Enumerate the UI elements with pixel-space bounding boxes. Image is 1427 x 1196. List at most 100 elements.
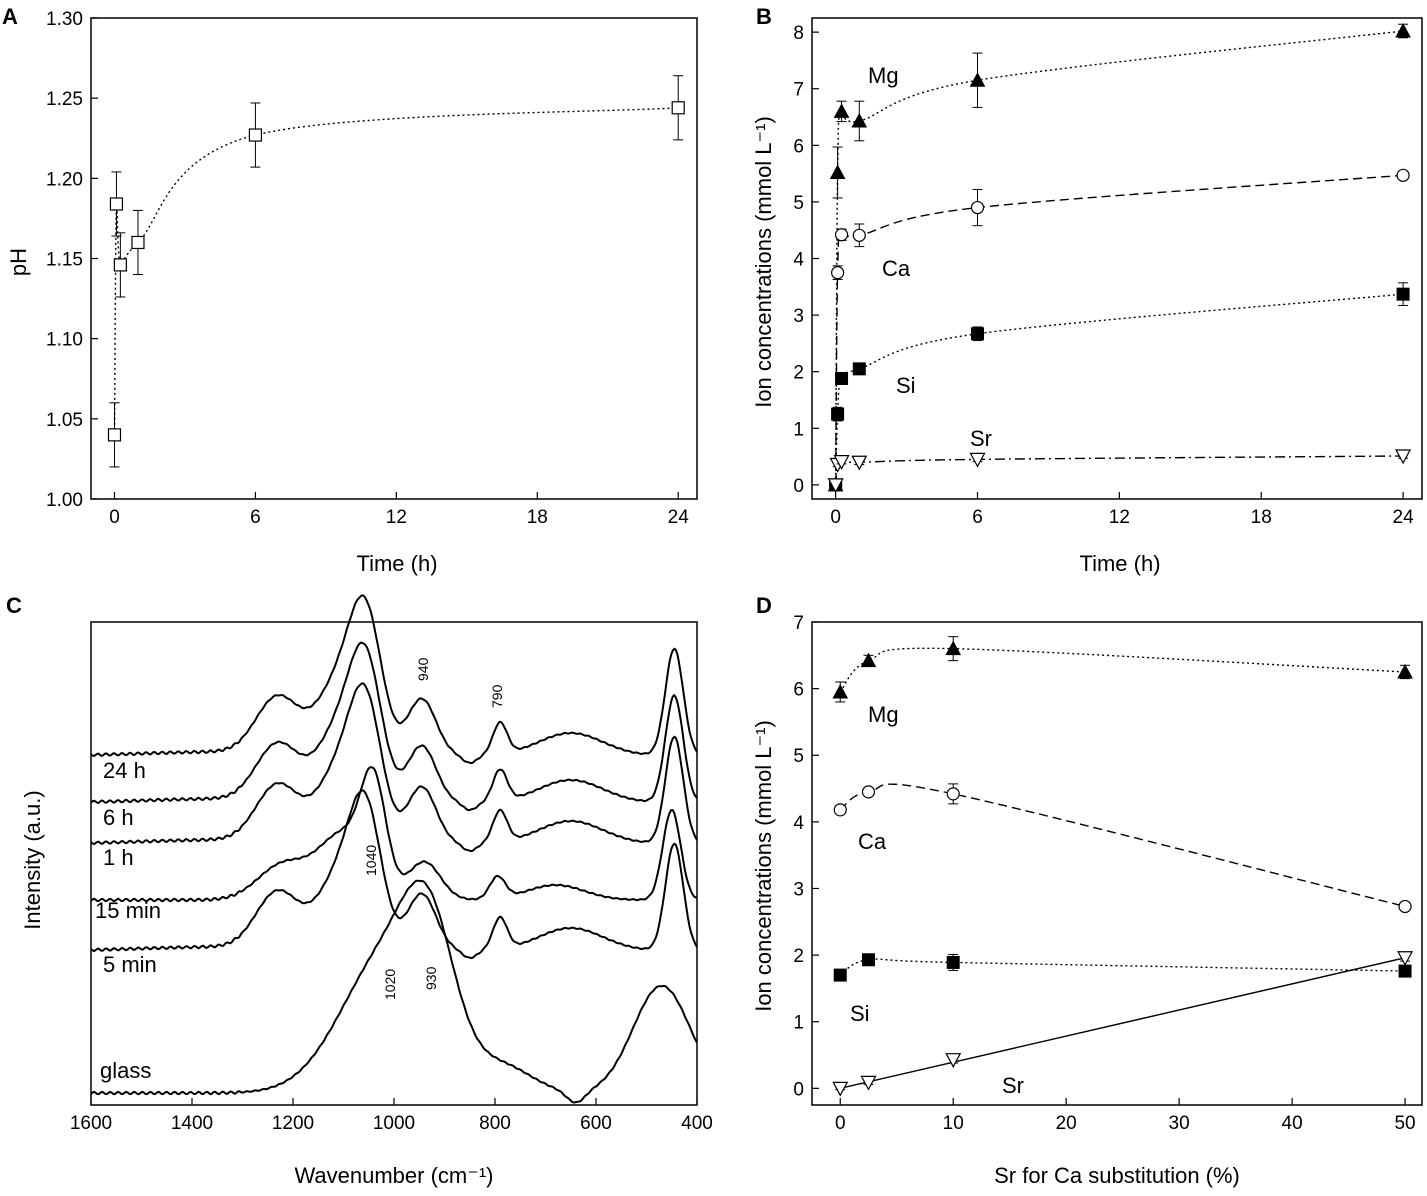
panel-b-ytick-label: 1 (793, 419, 804, 440)
panel-c-xtick-label: 1200 (272, 1113, 314, 1134)
panel-d-ytick-label: 0 (793, 1079, 804, 1100)
panel-b-ca-point (831, 266, 845, 280)
panel-a-plot: 0 6 12 18 24 1.00 1.05 1.10 1.15 1.20 1.25 1.30 (46, 9, 689, 528)
panel-d-mg-point (1397, 663, 1413, 679)
spectrum-1h-line (90, 682, 698, 853)
panel-d-si-point (1398, 964, 1412, 978)
panel-d-si-fit-line (839, 958, 1406, 976)
panel-a-xtick-label: 0 (109, 507, 120, 528)
panel-a-ytick-label: 1.30 (46, 9, 83, 30)
panel-d-mg-point (945, 640, 962, 656)
peak-label-1040: 1040 (363, 845, 379, 876)
peak-label-930: 930 (423, 966, 439, 990)
panel-b-xtick-label: 24 (1393, 507, 1415, 528)
panel-a-ph-point (109, 197, 124, 211)
panel-d-mg-point (860, 652, 877, 668)
panel-b-sr-point (1395, 449, 1412, 465)
spectrum-label-24h: 24 h (103, 758, 146, 783)
panel-b-ytick-label: 7 (793, 80, 804, 101)
panel-a-letter: A (2, 4, 18, 29)
panel-b-si-point (971, 327, 985, 341)
panel-b-sr-point (969, 452, 986, 468)
panel-c-xtick-label: 1600 (70, 1113, 112, 1134)
panel-d-si-point (946, 955, 960, 969)
panel-b-si-point (835, 371, 849, 385)
spectrum-24h-line (90, 594, 698, 765)
panel-b-si-point (831, 407, 845, 421)
peak-label-1020: 1020 (382, 969, 398, 1000)
panel-b-ytick-label: 6 (793, 136, 804, 157)
panel-d-mg-point (832, 683, 849, 699)
panel-b-letter: B (756, 4, 772, 29)
panel-b-mg-point (833, 103, 850, 118)
panel-b-label-sr: Sr (970, 426, 992, 451)
panel-a-ph-point (113, 258, 127, 272)
panel-d-xlabel: Sr for Ca substitution (%) (994, 1163, 1240, 1188)
panel-a-ph-point (131, 235, 145, 250)
panel-b-mg-point (1395, 22, 1411, 38)
panel-d-ca-point (1398, 899, 1412, 914)
panel-a-ylabel: pH (6, 248, 31, 276)
panel-d-ca-point (861, 785, 876, 799)
panel-c-xtick-label: 1400 (171, 1113, 213, 1134)
panel-d-frame (811, 621, 1423, 1106)
panel-b-ca-point (852, 228, 866, 242)
peak-label-790: 790 (489, 684, 505, 708)
panel-d-ytick-label: 5 (793, 746, 804, 767)
panel-b-ca-point (834, 228, 849, 242)
spectrum-label-5min: 5 min (103, 952, 157, 977)
panel-b-ytick-label: 5 (793, 193, 804, 214)
panel-d-label-mg: Mg (868, 702, 899, 727)
panel-c-letter: C (6, 593, 22, 618)
panel-d-xtick-label: 0 (835, 1113, 846, 1134)
panel-b-xtick-label: 12 (1109, 507, 1130, 528)
panel-c-frame (90, 621, 698, 1106)
panel-b-ca-point (970, 200, 985, 215)
panel-b-sr-point (851, 455, 868, 471)
panel-b-ytick-label: 3 (793, 306, 804, 327)
panel-d-ytick-label: 4 (793, 813, 804, 834)
panel-b-label-mg: Mg (868, 63, 899, 88)
panel-d-ytick-label: 1 (793, 1013, 804, 1034)
panel-a-ytick-label: 1.00 (46, 490, 83, 511)
panel-a-ytick-label: 1.15 (46, 250, 83, 271)
panel-d-sr-fit-line (840, 957, 1406, 1090)
panel-a-ph-point (248, 128, 263, 142)
spectrum-label-1h: 1 h (103, 845, 134, 870)
panel-b-mg-point (969, 72, 986, 87)
panel-d-ca-fit-line (839, 783, 1406, 908)
panel-a-ph-point (107, 428, 122, 442)
panel-b-ytick-label: 2 (793, 363, 804, 384)
panel-b-xtick-label: 0 (830, 507, 841, 528)
panel-d-si-point (833, 968, 847, 982)
panel-c-xtick-label: 800 (479, 1113, 511, 1134)
spectrum-label-15min: 15 min (95, 898, 161, 923)
peak-label-940: 940 (415, 657, 431, 681)
panel-d-ytick-label: 2 (793, 946, 804, 967)
spectrum-label-6h: 6 h (103, 805, 134, 830)
panel-d-label-sr: Sr (1002, 1073, 1024, 1098)
panel-c-xtick-label: 1000 (373, 1113, 415, 1134)
panel-d-mg-fit-line (839, 647, 1406, 693)
panel-b-ca-fit-line (834, 174, 1404, 485)
panel-b-ca-point (1396, 168, 1410, 182)
panel-b-xlabel: Time (h) (1079, 551, 1160, 576)
panel-a-ytick-label: 1.10 (46, 330, 83, 351)
spectrum-label-glass: glass (100, 1058, 151, 1083)
panel-c-xlabel: Wavenumber (cm⁻¹) (294, 1163, 493, 1188)
panel-a-ph-point (671, 101, 685, 115)
panel-d-plot: 0 10 20 30 40 50 0 1 2 3 4 5 6 7 (793, 613, 1415, 1134)
panel-b-sr-fit-line (834, 455, 1404, 485)
panel-b-ylabel: Ion concentrations (mmol L⁻¹) (751, 116, 776, 408)
panel-b-ytick-label: 8 (793, 23, 804, 44)
panel-d-sr-point (945, 1053, 962, 1068)
panel-b-mg-fit-line (834, 30, 1404, 485)
spectrum-6h-line (90, 641, 698, 812)
panel-b-xtick-label: 18 (1251, 507, 1272, 528)
panel-b-si-point (852, 362, 866, 376)
panel-b-si-point (1396, 287, 1410, 301)
panel-d-xtick-label: 50 (1394, 1113, 1415, 1134)
panel-d-xtick-label: 40 (1282, 1113, 1303, 1134)
panel-b-label-si: Si (896, 373, 916, 398)
